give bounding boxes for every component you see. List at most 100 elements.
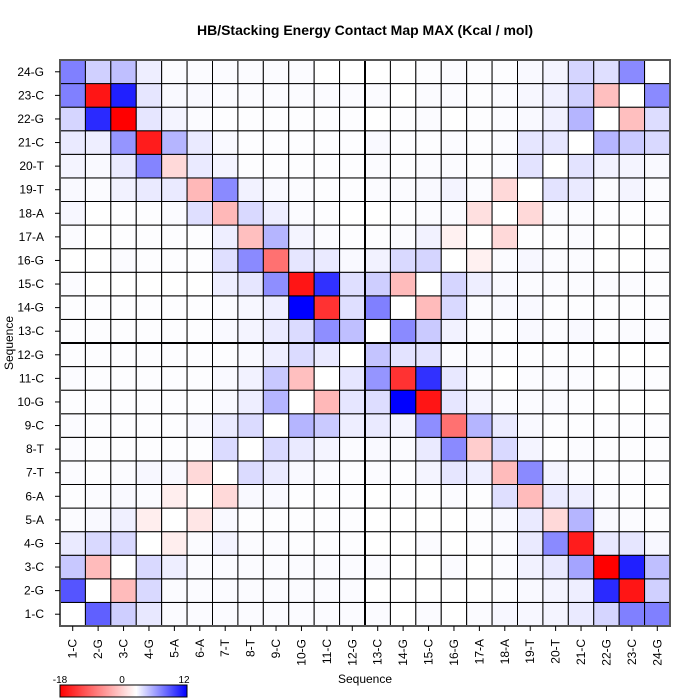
cell-18-A-16-G [491,248,519,273]
cell-14-G-24-G [389,59,417,85]
cell-23-C-9-C [618,413,646,438]
cell-13-C-3-C [364,554,391,580]
cell-2-G-14-G [84,295,112,320]
cell-18-A-2-G [491,578,519,603]
y-tick-label: 2-G [24,584,44,598]
cell-13-C-6-A [364,484,391,509]
cell-11-C-12-G [313,342,341,368]
cell-3-C-16-G [110,248,137,273]
cell-24-G-3-C [644,554,671,580]
cell-18-A-1-C [491,601,519,627]
cell-3-C-9-C [110,413,137,438]
cell-13-C-17-A [364,224,391,250]
cell-23-C-22-G [618,106,646,132]
cell-8-T-3-C [237,554,264,580]
cell-13-C-8-T [364,436,391,462]
cell-2-G-1-C [84,601,112,627]
cell-8-T-10-G [237,389,264,415]
cell-21-C-10-G [567,389,595,415]
cell-10-G-12-G [288,342,315,368]
cell-1-C-10-G [59,389,86,415]
cell-6-A-2-G [186,578,213,603]
cell-16-G-11-C [440,366,468,391]
cell-9-C-22-G [262,106,290,132]
x-tick-label: 12-G [345,639,359,666]
cell-20-T-4-G [542,531,569,556]
cell-10-G-23-C [288,83,315,108]
cell-16-G-24-G [440,59,468,85]
cell-16-G-13-C [440,318,468,344]
cell-7-T-13-C [212,318,239,344]
cell-24-G-18-A [644,201,671,226]
cell-4-G-19-T [135,177,163,203]
cell-8-T-22-G [237,106,264,132]
cell-3-C-20-T [110,153,137,179]
cell-24-G-16-G [644,248,671,273]
cell-16-G-7-T [440,460,468,485]
cell-19-T-23-C [517,83,544,108]
cell-20-T-21-C [542,130,569,155]
cell-5-A-12-G [161,342,188,368]
cell-11-C-5-A [313,507,341,533]
cell-7-T-7-T [212,460,239,485]
cell-6-A-14-G [186,295,213,320]
cell-8-T-1-C [237,601,264,627]
cell-10-G-19-T [288,177,315,203]
cell-17-A-24-G [466,59,493,85]
x-tick-label: 16-G [447,639,461,666]
cell-23-C-19-T [618,177,646,203]
cell-5-A-23-C [161,83,188,108]
x-tick-label: 21-C [574,639,588,665]
cell-11-C-1-C [313,601,341,627]
cell-12-G-7-T [339,460,366,485]
cell-22-G-11-C [593,366,620,391]
cell-5-A-19-T [161,177,188,203]
cell-17-A-18-A [466,201,493,226]
cell-17-A-22-G [466,106,493,132]
cell-8-T-18-A [237,201,264,226]
cell-5-A-3-C [161,554,188,580]
cell-22-G-21-C [593,130,620,155]
cell-6-A-22-G [186,106,213,132]
cell-24-G-14-G [644,295,671,320]
cell-21-C-24-G [567,59,595,85]
cell-6-A-17-A [186,224,213,250]
cell-14-G-22-G [389,106,417,132]
cell-14-G-20-T [389,153,417,179]
cell-13-C-9-C [364,413,391,438]
cell-9-C-2-G [262,578,290,603]
cell-9-C-17-A [262,224,290,250]
cell-9-C-18-A [262,201,290,226]
cell-10-G-16-G [288,248,315,273]
cell-1-C-4-G [59,531,86,556]
cell-11-C-23-C [313,83,341,108]
y-tick-label: 14-G [17,301,44,315]
cell-19-T-10-G [517,389,544,415]
cell-24-G-7-T [644,460,671,485]
cell-7-T-17-A [212,224,239,250]
cell-3-C-8-T [110,436,137,462]
cell-10-G-1-C [288,601,315,627]
cell-6-A-19-T [186,177,213,203]
cell-13-C-22-G [364,106,391,132]
cell-23-C-2-G [618,578,646,603]
cell-20-T-23-C [542,83,569,108]
cell-3-C-1-C [110,601,137,627]
cell-14-G-13-C [389,318,417,344]
y-tick-label: 17-A [19,230,44,244]
cell-21-C-13-C [567,318,595,344]
cell-2-G-9-C [84,413,112,438]
cell-18-A-3-C [491,554,519,580]
cell-10-G-4-G [288,531,315,556]
cell-16-G-16-G [440,248,468,273]
cell-15-C-4-G [415,531,442,556]
cell-14-G-6-A [389,484,417,509]
cell-24-G-2-G [644,578,671,603]
cell-5-A-6-A [161,484,188,509]
cell-19-T-24-G [517,59,544,85]
cell-10-G-21-C [288,130,315,155]
cell-18-A-17-A [491,224,519,250]
cell-6-A-3-C [186,554,213,580]
x-tick-label: 14-G [396,639,410,666]
cell-15-C-18-A [415,201,442,226]
